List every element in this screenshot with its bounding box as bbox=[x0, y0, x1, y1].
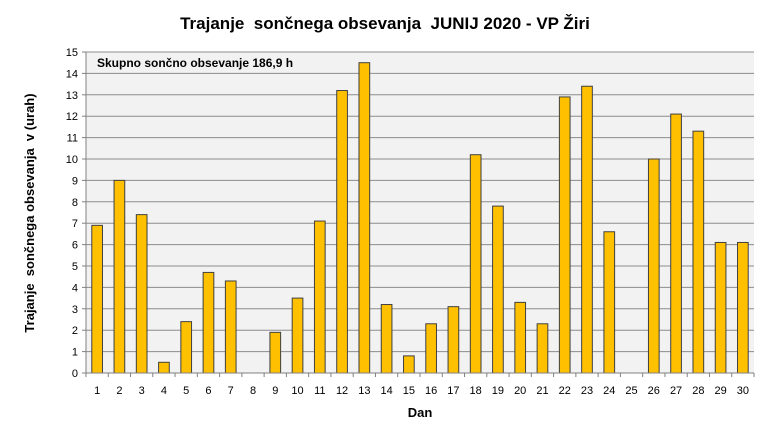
x-tick-label: 20 bbox=[514, 385, 526, 397]
y-tick-label: 4 bbox=[72, 282, 78, 294]
y-tick-label: 0 bbox=[72, 368, 78, 380]
y-tick-label: 11 bbox=[67, 133, 78, 145]
x-tick-label: 2 bbox=[116, 385, 122, 397]
bar bbox=[135, 214, 148, 374]
bar bbox=[737, 241, 749, 374]
y-tick-label: 10 bbox=[66, 154, 78, 166]
x-tick-label: 25 bbox=[625, 385, 637, 397]
bar bbox=[425, 323, 437, 374]
y-axis-title: Trajanje sončnega obsevanja v (urah) bbox=[22, 93, 37, 332]
x-tick-label: 9 bbox=[272, 385, 278, 397]
bar bbox=[202, 271, 215, 374]
plot-background bbox=[86, 52, 754, 373]
bar bbox=[670, 113, 682, 374]
bar bbox=[581, 85, 593, 374]
bar bbox=[358, 62, 371, 374]
bar bbox=[469, 154, 482, 374]
bar bbox=[647, 158, 660, 374]
x-tick-label: 1 bbox=[94, 385, 100, 397]
x-tick-label: 11 bbox=[314, 385, 325, 397]
bar bbox=[558, 96, 571, 374]
y-tick-label: 2 bbox=[72, 325, 78, 337]
y-tick-label: 7 bbox=[72, 218, 78, 230]
x-tick-label: 28 bbox=[692, 385, 704, 397]
y-tick-label: 9 bbox=[72, 175, 78, 187]
y-tick-label: 12 bbox=[66, 111, 78, 123]
bar bbox=[224, 280, 237, 374]
y-tick-label: 8 bbox=[72, 197, 78, 209]
bar bbox=[603, 231, 616, 374]
total-annotation: Skupno sončno obsevanje 186,9 h bbox=[97, 56, 293, 70]
x-tick-label: 3 bbox=[139, 385, 145, 397]
bar bbox=[492, 205, 504, 374]
y-tick-label: 13 bbox=[66, 90, 78, 102]
x-tick-label: 7 bbox=[228, 385, 234, 397]
x-tick-label: 23 bbox=[581, 385, 593, 397]
x-tick-label: 15 bbox=[403, 385, 415, 397]
bar bbox=[336, 90, 348, 374]
bar bbox=[380, 304, 393, 374]
x-tick-label: 29 bbox=[714, 385, 726, 397]
bar bbox=[180, 321, 193, 374]
x-tick-label: 16 bbox=[425, 385, 437, 397]
x-tick-label: 13 bbox=[358, 385, 370, 397]
x-tick-label: 30 bbox=[737, 385, 749, 397]
bar bbox=[714, 241, 727, 374]
bar bbox=[514, 301, 527, 374]
bar bbox=[536, 323, 549, 374]
x-tick-label: 21 bbox=[536, 385, 548, 397]
x-tick-label: 10 bbox=[291, 385, 303, 397]
bar bbox=[91, 224, 103, 374]
y-tick-label: 15 bbox=[66, 47, 78, 59]
x-tick-label: 27 bbox=[670, 385, 682, 397]
x-axis-title: Dan bbox=[408, 405, 433, 420]
bar bbox=[291, 297, 304, 374]
y-tick-label: 5 bbox=[72, 261, 78, 273]
y-tick-label: 14 bbox=[66, 68, 78, 80]
x-tick-label: 14 bbox=[380, 385, 392, 397]
x-tick-label: 6 bbox=[205, 385, 211, 397]
x-tick-label: 22 bbox=[559, 385, 571, 397]
bar bbox=[269, 331, 282, 374]
x-tick-label: 12 bbox=[336, 385, 348, 397]
bar bbox=[313, 220, 326, 374]
bar bbox=[403, 355, 415, 374]
bar bbox=[692, 130, 705, 374]
x-tick-label: 26 bbox=[648, 385, 660, 397]
y-tick-label: 6 bbox=[72, 240, 78, 252]
x-tick-label: 8 bbox=[250, 385, 256, 397]
x-tick-label: 24 bbox=[603, 385, 615, 397]
x-tick-label: 19 bbox=[492, 385, 504, 397]
y-tick-label: 1 bbox=[72, 347, 78, 359]
x-axis-ticks: 1 2 3 4 5 6 7 8 9 10 11 12 13 14 15 16 17 18 19 20 21 22 23 24 2… bbox=[85, 373, 755, 397]
bar bbox=[158, 361, 170, 374]
x-tick-label: 18 bbox=[470, 385, 482, 397]
bar bbox=[447, 306, 460, 374]
x-tick-label: 4 bbox=[161, 385, 167, 397]
x-tick-label: 5 bbox=[183, 385, 189, 397]
gridlines bbox=[86, 51, 754, 353]
bar bbox=[113, 179, 126, 374]
x-tick-label: 17 bbox=[447, 385, 459, 397]
chart-title: Trajanje sončnega obsevanja JUNIJ 2020 -… bbox=[180, 14, 590, 33]
y-tick-label: 3 bbox=[72, 304, 78, 316]
